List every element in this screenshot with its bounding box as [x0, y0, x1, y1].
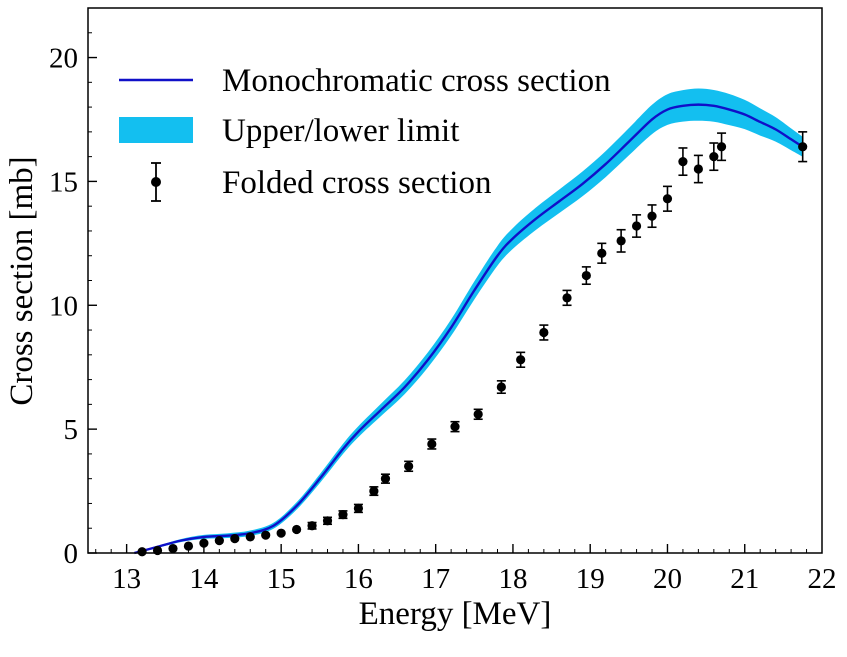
- folded-point: [647, 204, 657, 229]
- y-tick-label: 10: [49, 290, 78, 322]
- folded-point: [427, 438, 437, 450]
- folded-marker: [380, 474, 391, 484]
- folded-point: [496, 380, 506, 395]
- monochromatic-line-layer: [134, 103, 804, 555]
- x-tick-label: 20: [653, 563, 682, 595]
- folded-point: [693, 154, 703, 184]
- folded-marker: [307, 521, 317, 531]
- folded-point: [709, 142, 719, 172]
- folded-point: [404, 460, 414, 473]
- folded-marker: [404, 461, 414, 471]
- folded-marker: [427, 439, 437, 449]
- folded-marker: [338, 510, 348, 520]
- folded-point: [307, 521, 317, 531]
- folded-marker: [647, 211, 657, 221]
- legend-label-folded: Folded cross section: [222, 165, 491, 201]
- folded-point: [380, 473, 391, 484]
- folded-marker: [292, 524, 302, 535]
- folded-marker: [496, 382, 506, 392]
- folded-marker: [214, 536, 224, 546]
- x-tick-label: 22: [808, 563, 837, 595]
- folded-point: [662, 185, 673, 212]
- folded-point: [678, 147, 688, 177]
- y-tick-label: 15: [49, 166, 78, 198]
- legend-label-monochromatic: Monochromatic cross section: [222, 63, 611, 99]
- folded-marker: [230, 534, 240, 544]
- folded-point: [798, 131, 808, 163]
- folded-marker: [183, 541, 194, 551]
- folded-marker: [693, 164, 703, 174]
- folded-point: [473, 408, 483, 421]
- y-tick-label: 5: [64, 414, 79, 446]
- x-tick-label: 21: [730, 563, 759, 595]
- folded-marker: [199, 538, 209, 548]
- folded-point: [581, 266, 591, 286]
- monochromatic-line: [134, 103, 804, 555]
- x-tick-label: 16: [344, 563, 373, 595]
- folded-marker: [322, 516, 333, 526]
- folded-points-layer: [137, 131, 808, 557]
- folded-marker: [562, 293, 572, 303]
- folded-marker: [168, 543, 178, 554]
- folded-point: [322, 516, 333, 526]
- y-axis-label: Cross section [mb]: [4, 156, 40, 405]
- folded-marker: [581, 270, 591, 281]
- x-tick-label: 14: [189, 563, 219, 595]
- folded-marker: [261, 530, 271, 540]
- folded-marker: [597, 248, 607, 258]
- y-axis-ticks: 0 5 10 15 20: [49, 32, 97, 570]
- folded-point: [230, 534, 240, 544]
- x-axis-label: Energy [MeV]: [359, 596, 552, 632]
- folded-point: [276, 528, 286, 538]
- folded-point: [597, 242, 607, 264]
- folded-point: [539, 324, 549, 341]
- folded-marker: [798, 142, 808, 152]
- x-tick-label: 19: [576, 563, 605, 595]
- y-tick-label: 20: [49, 43, 78, 75]
- x-axis-ticks: 13 14 15 16 17 18 19 20 21 22: [95, 544, 837, 595]
- folded-marker: [678, 156, 688, 167]
- folded-point: [716, 132, 727, 162]
- folded-marker: [276, 528, 286, 538]
- folded-point: [369, 486, 379, 497]
- folded-point: [631, 214, 642, 238]
- folded-marker: [709, 152, 719, 162]
- legend-band-swatch: [119, 117, 193, 143]
- legend-label-band: Upper/lower limit: [222, 113, 459, 149]
- folded-marker: [516, 355, 526, 365]
- x-tick-label: 18: [498, 563, 527, 595]
- folded-point: [353, 503, 364, 514]
- folded-point: [292, 524, 302, 535]
- legend-errorbar-swatch: [151, 162, 161, 202]
- folded-point: [214, 536, 224, 546]
- folded-marker: [616, 236, 626, 246]
- folded-point: [261, 530, 271, 540]
- x-tick-label: 13: [112, 563, 141, 595]
- folded-point: [245, 532, 255, 542]
- folded-point: [199, 538, 209, 548]
- folded-marker: [245, 532, 255, 542]
- folded-marker: [450, 422, 460, 432]
- x-tick-label: 17: [421, 563, 450, 595]
- folded-marker: [662, 194, 673, 204]
- folded-point: [168, 543, 178, 554]
- folded-marker: [539, 327, 549, 338]
- folded-marker: [631, 221, 642, 231]
- folded-point: [616, 228, 626, 253]
- folded-point: [183, 541, 194, 551]
- folded-marker: [353, 503, 364, 514]
- y-tick-label: 0: [64, 538, 79, 570]
- folded-point: [338, 510, 348, 520]
- folded-point: [562, 289, 572, 307]
- folded-marker: [716, 142, 727, 152]
- folded-marker: [473, 409, 483, 419]
- folded-point: [450, 420, 460, 433]
- folded-marker: [369, 486, 379, 496]
- legend: Monochromatic cross section Upper/lower …: [119, 63, 611, 202]
- x-tick-label: 15: [267, 563, 296, 595]
- folded-point: [516, 351, 526, 369]
